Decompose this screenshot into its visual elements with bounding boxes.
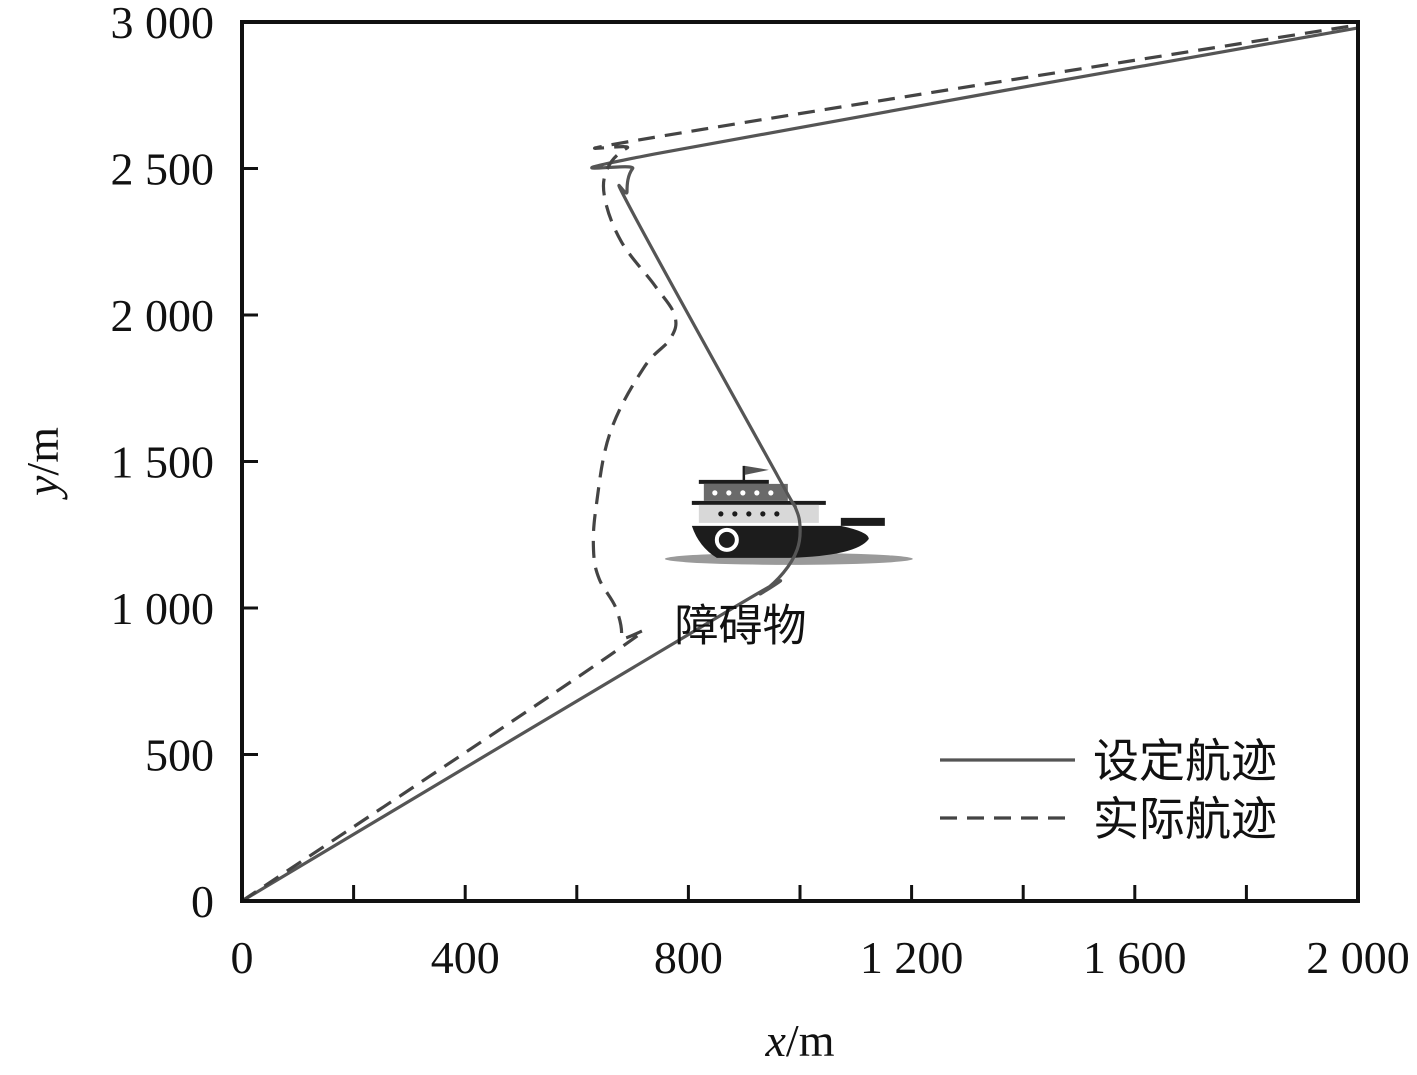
ship-hull (691, 517, 885, 558)
planned-trajectory-line (241, 26, 1359, 903)
y-tick-label: 3 000 (111, 0, 215, 48)
ship-lower-cabin (698, 504, 819, 523)
ship-window (712, 490, 718, 496)
y-tick-label: 2 500 (111, 144, 215, 195)
actual-trajectory-line (241, 23, 1359, 903)
legend-label: 实际航迹 (1093, 792, 1277, 846)
ship-window (768, 490, 774, 496)
ship-window (774, 511, 780, 517)
x-tick-label: 1 600 (1083, 932, 1187, 983)
legend-label: 设定航迹 (1093, 734, 1277, 788)
ship-roof (698, 479, 769, 484)
x-tick-label: 2 000 (1306, 932, 1410, 983)
ship-window (718, 511, 724, 517)
y-tick-label: 1 000 (111, 583, 215, 634)
annotations: 障碍物 (675, 601, 807, 652)
y-axis-variable: y (17, 475, 68, 500)
x-tick-label: 400 (431, 932, 500, 983)
ship-icon (664, 465, 913, 565)
ship-deck (691, 500, 826, 505)
x-tick-label: 0 (231, 932, 254, 983)
x-axis-unit: /m (786, 1015, 835, 1066)
y-tick-label: 0 (191, 876, 214, 927)
series-layer (241, 23, 1359, 903)
x-tick-label: 1 200 (860, 932, 964, 983)
ship-window (740, 490, 746, 496)
y-tick-label: 500 (145, 730, 214, 781)
y-axis: 0 500 1 000 1 500 2 000 2 500 3 000 (111, 0, 258, 927)
y-tick-label: 1 500 (111, 437, 215, 488)
ship-flag (744, 465, 769, 475)
obstacle-label: 障碍物 (675, 601, 807, 652)
x-axis-title: x/m (765, 1015, 835, 1066)
ship-upper-cabin (703, 483, 788, 501)
ship-window (732, 511, 738, 517)
y-tick-label: 2 000 (111, 290, 215, 341)
y-axis-unit: /m (17, 427, 68, 476)
ship-window (760, 511, 766, 517)
ship-window (754, 490, 760, 496)
ship-window (746, 511, 752, 517)
x-axis: 0 400 800 1 200 1 600 2 000 (231, 885, 1410, 983)
x-axis-variable: x (765, 1015, 787, 1066)
y-axis-title: y/m (17, 427, 68, 500)
x-tick-label: 800 (654, 932, 723, 983)
ship-lifebuoy (714, 527, 739, 552)
ship-window (726, 490, 732, 496)
